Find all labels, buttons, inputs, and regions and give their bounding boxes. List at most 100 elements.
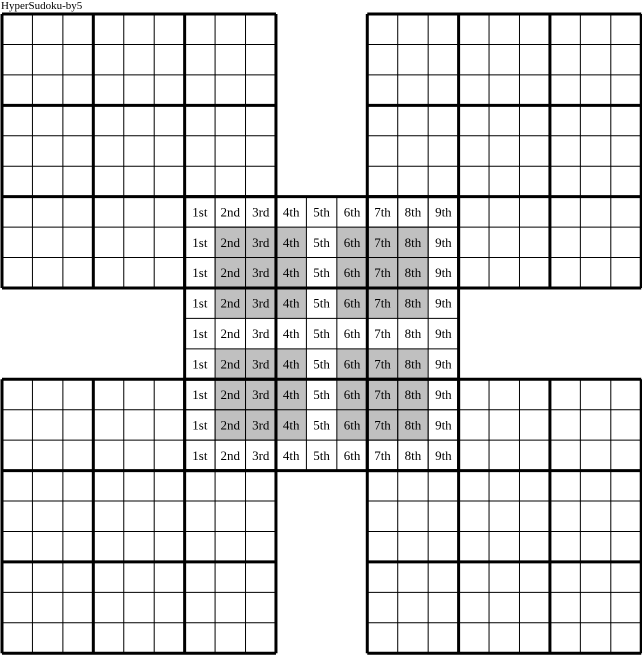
cell[interactable] xyxy=(458,196,490,228)
cell[interactable] xyxy=(458,44,490,75)
cell[interactable] xyxy=(489,227,520,258)
cell[interactable] xyxy=(428,227,459,258)
cell[interactable] xyxy=(184,379,216,410)
cell[interactable] xyxy=(93,501,124,532)
cell[interactable] xyxy=(306,409,337,441)
cell[interactable] xyxy=(367,135,398,167)
cell[interactable] xyxy=(154,227,185,258)
cell[interactable] xyxy=(154,501,185,532)
cell[interactable] xyxy=(123,440,155,471)
cell[interactable] xyxy=(610,409,642,441)
cell[interactable] xyxy=(245,135,276,167)
cell[interactable] xyxy=(519,470,550,502)
cell[interactable] xyxy=(610,14,642,45)
cell[interactable] xyxy=(458,592,490,623)
cell[interactable] xyxy=(215,74,246,106)
cell[interactable] xyxy=(458,14,490,45)
cell[interactable] xyxy=(93,470,124,502)
cell[interactable] xyxy=(367,592,398,623)
cell[interactable] xyxy=(336,409,368,441)
cell[interactable] xyxy=(245,105,276,136)
cell[interactable] xyxy=(367,622,398,654)
cell[interactable] xyxy=(397,166,429,197)
cell[interactable] xyxy=(215,379,246,410)
cell[interactable] xyxy=(32,622,63,654)
cell[interactable] xyxy=(154,622,185,654)
cell[interactable] xyxy=(62,592,94,623)
cell[interactable] xyxy=(184,14,216,45)
cell[interactable] xyxy=(489,196,520,228)
cell[interactable] xyxy=(610,44,642,75)
cell[interactable] xyxy=(62,166,94,197)
cell[interactable] xyxy=(458,105,490,136)
cell[interactable] xyxy=(458,166,490,197)
cell[interactable] xyxy=(610,531,642,562)
cell[interactable] xyxy=(336,196,368,228)
cell[interactable] xyxy=(184,409,216,441)
cell[interactable] xyxy=(580,470,611,502)
cell[interactable] xyxy=(489,379,520,410)
cell[interactable] xyxy=(519,501,550,532)
cell[interactable] xyxy=(580,196,611,228)
cell[interactable] xyxy=(519,440,550,471)
cell[interactable] xyxy=(336,257,368,288)
cell[interactable] xyxy=(428,166,459,197)
cell[interactable] xyxy=(275,318,307,349)
cell[interactable] xyxy=(184,227,216,258)
cell[interactable] xyxy=(489,166,520,197)
cell[interactable] xyxy=(215,592,246,623)
cell[interactable] xyxy=(489,105,520,136)
cell[interactable] xyxy=(154,166,185,197)
cell[interactable] xyxy=(184,622,216,654)
cell[interactable] xyxy=(610,196,642,228)
cell[interactable] xyxy=(397,622,429,654)
cell[interactable] xyxy=(123,44,155,75)
cell[interactable] xyxy=(215,14,246,45)
cell[interactable] xyxy=(245,74,276,106)
cell[interactable] xyxy=(519,379,550,410)
cell[interactable] xyxy=(2,227,33,258)
cell[interactable] xyxy=(580,105,611,136)
cell[interactable] xyxy=(154,561,185,593)
cell[interactable] xyxy=(62,105,94,136)
cell[interactable] xyxy=(428,14,459,45)
cell[interactable] xyxy=(275,440,307,471)
cell[interactable] xyxy=(610,592,642,623)
cell[interactable] xyxy=(154,44,185,75)
cell[interactable] xyxy=(549,74,581,106)
cell[interactable] xyxy=(336,379,368,410)
cell[interactable] xyxy=(397,440,429,471)
cell[interactable] xyxy=(428,592,459,623)
cell[interactable] xyxy=(549,592,581,623)
cell[interactable] xyxy=(184,257,216,288)
cell[interactable] xyxy=(245,287,276,319)
cell[interactable] xyxy=(32,531,63,562)
cell[interactable] xyxy=(610,74,642,106)
cell[interactable] xyxy=(397,105,429,136)
cell[interactable] xyxy=(245,470,276,502)
cell[interactable] xyxy=(93,531,124,562)
cell[interactable] xyxy=(154,14,185,45)
cell[interactable] xyxy=(367,287,398,319)
cell[interactable] xyxy=(2,470,33,502)
cell[interactable] xyxy=(580,379,611,410)
cell[interactable] xyxy=(62,14,94,45)
cell[interactable] xyxy=(275,287,307,319)
cell[interactable] xyxy=(2,196,33,228)
cell[interactable] xyxy=(367,14,398,45)
cell[interactable] xyxy=(32,44,63,75)
cell[interactable] xyxy=(397,561,429,593)
cell[interactable] xyxy=(519,105,550,136)
cell[interactable] xyxy=(367,531,398,562)
cell[interactable] xyxy=(2,592,33,623)
cell[interactable] xyxy=(580,531,611,562)
cell[interactable] xyxy=(367,379,398,410)
cell[interactable] xyxy=(367,561,398,593)
cell[interactable] xyxy=(367,318,398,349)
cell[interactable] xyxy=(123,470,155,502)
cell[interactable] xyxy=(397,74,429,106)
cell[interactable] xyxy=(215,561,246,593)
cell[interactable] xyxy=(123,135,155,167)
cell[interactable] xyxy=(215,470,246,502)
cell[interactable] xyxy=(397,196,429,228)
